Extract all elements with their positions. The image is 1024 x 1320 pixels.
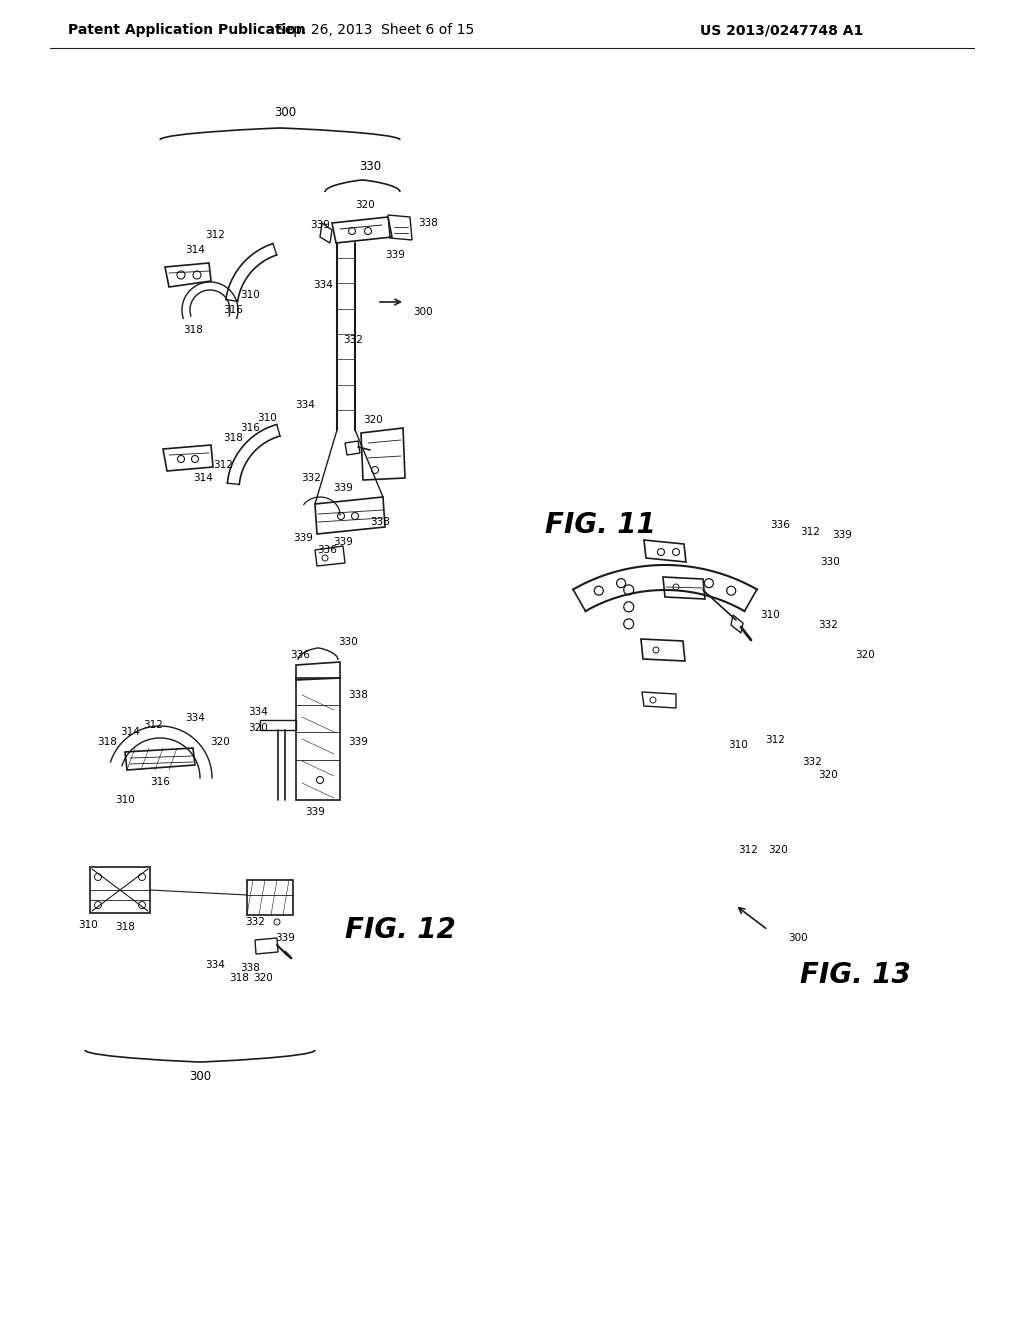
Text: 334: 334: [248, 708, 268, 717]
Text: 339: 339: [293, 533, 313, 543]
Text: 300: 300: [274, 106, 296, 119]
Text: 312: 312: [213, 459, 232, 470]
Text: US 2013/0247748 A1: US 2013/0247748 A1: [700, 22, 863, 37]
Text: 318: 318: [97, 737, 117, 747]
Text: 320: 320: [768, 845, 787, 855]
Text: 310: 310: [257, 413, 276, 422]
Text: 334: 334: [313, 280, 333, 290]
Text: 320: 320: [248, 723, 267, 733]
Text: 300: 300: [413, 308, 432, 317]
Text: 339: 339: [831, 531, 852, 540]
Text: 320: 320: [253, 973, 272, 983]
Text: 339: 339: [310, 220, 330, 230]
Text: 300: 300: [189, 1069, 211, 1082]
Text: 316: 316: [150, 777, 170, 787]
Text: 320: 320: [855, 649, 874, 660]
Text: 334: 334: [185, 713, 205, 723]
Text: 330: 330: [820, 557, 840, 568]
Text: 314: 314: [120, 727, 140, 737]
Text: 316: 316: [240, 422, 260, 433]
Text: 320: 320: [818, 770, 838, 780]
Text: 338: 338: [370, 517, 390, 527]
Text: FIG. 11: FIG. 11: [545, 511, 655, 539]
Text: 330: 330: [359, 160, 382, 173]
Text: FIG. 12: FIG. 12: [345, 916, 456, 944]
Text: 310: 310: [115, 795, 135, 805]
Text: 318: 318: [223, 433, 243, 444]
Text: 320: 320: [210, 737, 229, 747]
Text: 332: 332: [343, 335, 362, 345]
Text: 312: 312: [143, 719, 163, 730]
Text: 318: 318: [229, 973, 249, 983]
Text: 310: 310: [240, 290, 260, 300]
Text: 339: 339: [348, 737, 368, 747]
Text: 339: 339: [333, 537, 353, 546]
Text: 336: 336: [770, 520, 790, 531]
Text: 336: 336: [290, 649, 310, 660]
Text: 334: 334: [295, 400, 314, 411]
Text: 320: 320: [362, 414, 383, 425]
Text: 310: 310: [728, 741, 748, 750]
Text: 338: 338: [348, 690, 368, 700]
Text: Sep. 26, 2013  Sheet 6 of 15: Sep. 26, 2013 Sheet 6 of 15: [275, 22, 474, 37]
Text: 316: 316: [223, 305, 243, 315]
Text: 318: 318: [115, 921, 135, 932]
Text: 314: 314: [193, 473, 213, 483]
Text: 312: 312: [738, 845, 758, 855]
Text: 332: 332: [802, 756, 822, 767]
Text: 332: 332: [245, 917, 265, 927]
Text: 336: 336: [317, 545, 337, 554]
Text: 310: 310: [760, 610, 779, 620]
Text: 312: 312: [205, 230, 225, 240]
Text: Patent Application Publication: Patent Application Publication: [68, 22, 306, 37]
Text: 320: 320: [355, 201, 375, 210]
Text: 332: 332: [301, 473, 321, 483]
Text: 312: 312: [765, 735, 784, 744]
Text: 330: 330: [338, 638, 357, 647]
Text: 312: 312: [800, 527, 820, 537]
Text: 339: 339: [305, 807, 325, 817]
Text: 300: 300: [788, 933, 808, 942]
Text: 314: 314: [185, 246, 205, 255]
Text: 338: 338: [418, 218, 438, 228]
Text: 310: 310: [78, 920, 97, 931]
Text: 318: 318: [183, 325, 203, 335]
Text: 339: 339: [385, 249, 404, 260]
Text: 338: 338: [240, 964, 260, 973]
Text: 334: 334: [205, 960, 225, 970]
Text: FIG. 13: FIG. 13: [800, 961, 910, 989]
Text: 339: 339: [275, 933, 295, 942]
Text: 339: 339: [333, 483, 353, 492]
Text: 332: 332: [818, 620, 838, 630]
